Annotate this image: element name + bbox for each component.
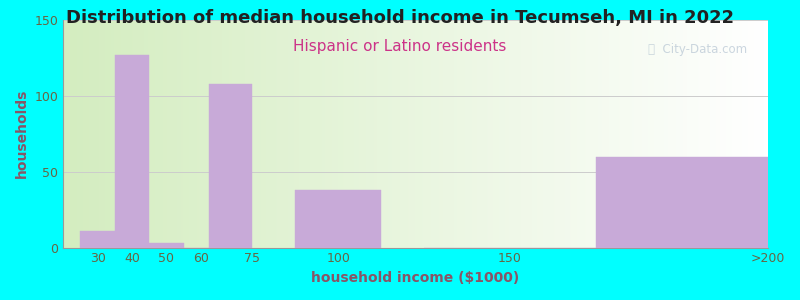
Bar xyxy=(81,231,115,247)
X-axis label: household income ($1000): household income ($1000) xyxy=(311,271,520,285)
Bar xyxy=(210,84,252,248)
Bar xyxy=(150,243,183,248)
Y-axis label: households: households xyxy=(15,89,29,178)
Bar xyxy=(115,55,150,247)
Bar xyxy=(596,157,768,247)
Text: ⓘ  City-Data.com: ⓘ City-Data.com xyxy=(647,43,746,56)
Text: Distribution of median household income in Tecumseh, MI in 2022: Distribution of median household income … xyxy=(66,9,734,27)
Bar xyxy=(295,190,381,248)
Text: Hispanic or Latino residents: Hispanic or Latino residents xyxy=(294,39,506,54)
